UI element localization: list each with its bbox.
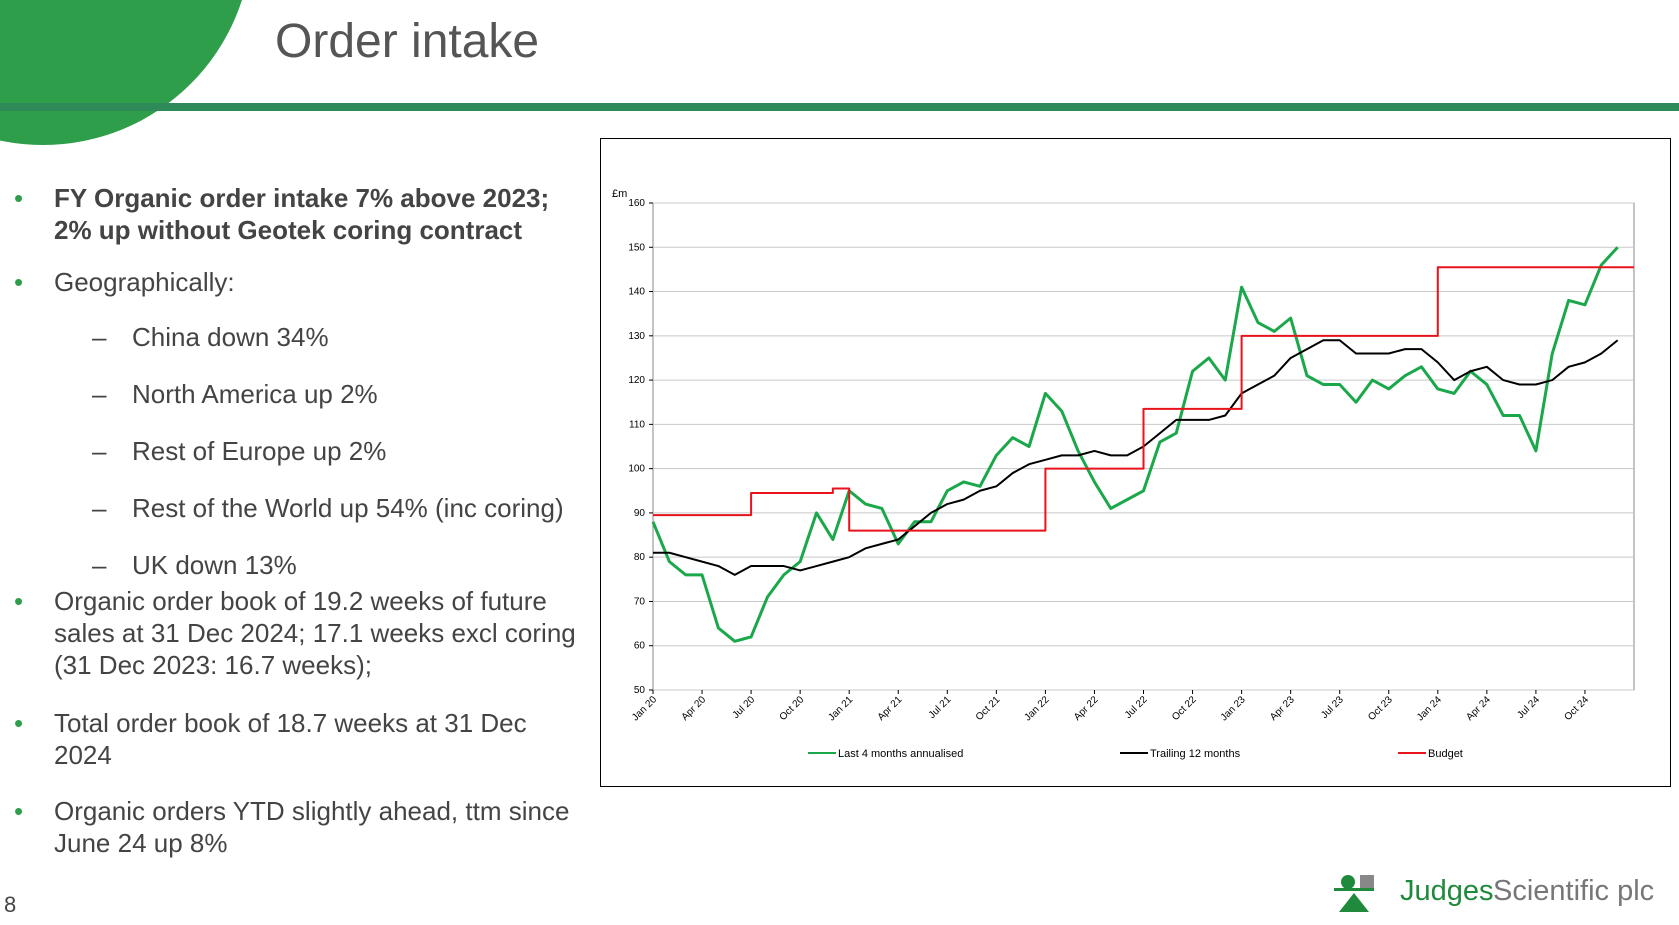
bullet-text: FY Organic order intake 7% above 2023; 2… [54,183,550,245]
y-tick-label: 140 [628,287,645,298]
y-tick-label: 130 [628,331,645,342]
logo-suffix: Scientific plc [1493,875,1654,907]
sub-bullet: – North America up 2% [92,378,667,410]
y-tick-label: 60 [634,641,646,652]
bullet-text: Geographically: [54,267,235,297]
sub-bullet-marker: – [92,550,107,580]
sub-bullet-text: UK down 13% [132,550,297,580]
sub-bullet-text: China down 34% [132,322,329,352]
sub-bullet: – Rest of Europe up 2% [92,435,667,467]
sub-bullet-text: North America up 2% [132,379,378,409]
y-tick-label: 110 [629,419,645,430]
series-line [653,339,1619,576]
logo-bar [1334,888,1374,891]
series-line [651,246,1619,643]
logo-square [1360,875,1374,889]
header-rule [0,103,1679,111]
sub-bullet-text: Rest of Europe up 2% [132,436,387,466]
logo-name: Judges [1400,875,1494,907]
bullet-text: Total order book of 18.7 weeks at 31 Dec… [54,708,527,770]
y-tick-label: 90 [634,508,646,519]
y-tick-label: 160 [628,198,645,209]
y-tick-label: 100 [628,464,645,475]
slide-title: Order intake [275,15,540,68]
sub-bullet-marker: – [92,322,107,352]
sub-bullet: – UK down 13% [92,549,667,581]
bullet-marker: • [14,267,24,297]
series-line [653,266,1634,532]
sub-bullet-text: Rest of the World up 54% (inc coring) [132,493,564,523]
sub-bullet-marker: – [92,436,107,466]
y-tick-label: 70 [634,596,646,607]
legend-label: Budget [1428,748,1463,760]
bullet: • Organic order book of 19.2 weeks of fut… [14,585,589,681]
bullet: • Organic orders YTD slightly ahead, ttm … [14,795,589,859]
sub-bullet-marker: – [92,379,107,409]
sub-bullet: – Rest of the World up 54% (inc coring) [92,492,667,524]
bullet-marker: • [14,796,24,826]
logo-triangle [1339,893,1369,912]
legend-label: Trailing 12 months [1150,748,1241,760]
bullet: • FY Organic order intake 7% above 2023; … [14,182,589,246]
sub-bullet: – China down 34% [92,321,667,353]
sub-bullet-marker: – [92,493,107,523]
logo: Judges Scientific plc [1334,875,1654,912]
bullet: • Total order book of 18.7 weeks at 31 De… [14,707,589,771]
y-tick-label: 50 [634,685,646,696]
bullet-text: Organic order book of 19.2 weeks of futu… [54,586,576,680]
bullet-marker: • [14,586,24,616]
legend-label: Last 4 months annualised [838,748,963,760]
y-tick-label: 150 [628,242,645,253]
y-tick-label: 80 [634,552,646,563]
y-axis-label: £m [612,188,627,200]
bullet-text: Organic orders YTD slightly ahead, ttm s… [54,796,570,858]
bullet-marker: • [14,183,24,213]
page-number: 8 [4,892,17,917]
bullet-marker: • [14,708,24,738]
chart-frame [600,138,1671,787]
y-tick-label: 120 [628,375,645,386]
bullet: • Geographically: [14,266,589,298]
logo-dot [1341,875,1355,889]
